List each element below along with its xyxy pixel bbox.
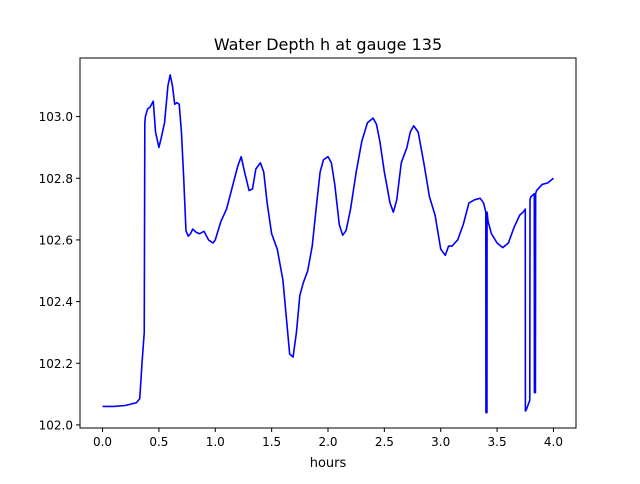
y-tick-label: 102.2	[39, 357, 73, 371]
x-tick-label: 1.5	[262, 435, 281, 449]
y-axis: 102.0 102.2 102.4 102.6 102.8 103.0	[39, 110, 80, 432]
x-axis: 0.0 0.5 1.0 1.5 2.0 2.5 3.0 3.5 4.0	[93, 428, 563, 449]
y-tick-label: 102.6	[39, 233, 73, 247]
y-tick-label: 102.8	[39, 172, 73, 186]
y-tick-label: 102.0	[39, 418, 73, 432]
x-tick-label: 1.0	[206, 435, 225, 449]
y-tick-label: 103.0	[39, 110, 73, 124]
x-tick-label: 3.0	[431, 435, 450, 449]
x-tick-label: 0.0	[93, 435, 112, 449]
x-tick-label: 4.0	[544, 435, 563, 449]
y-tick-label: 102.4	[39, 295, 73, 309]
x-tick-label: 3.5	[488, 435, 507, 449]
x-tick-label: 0.5	[149, 435, 168, 449]
x-tick-label: 2.5	[375, 435, 394, 449]
x-axis-label: hours	[310, 456, 347, 471]
x-tick-label: 2.0	[318, 435, 337, 449]
chart-title: Water Depth h at gauge 135	[214, 35, 442, 54]
series-layer	[102, 74, 554, 414]
series-line-0	[102, 74, 554, 414]
